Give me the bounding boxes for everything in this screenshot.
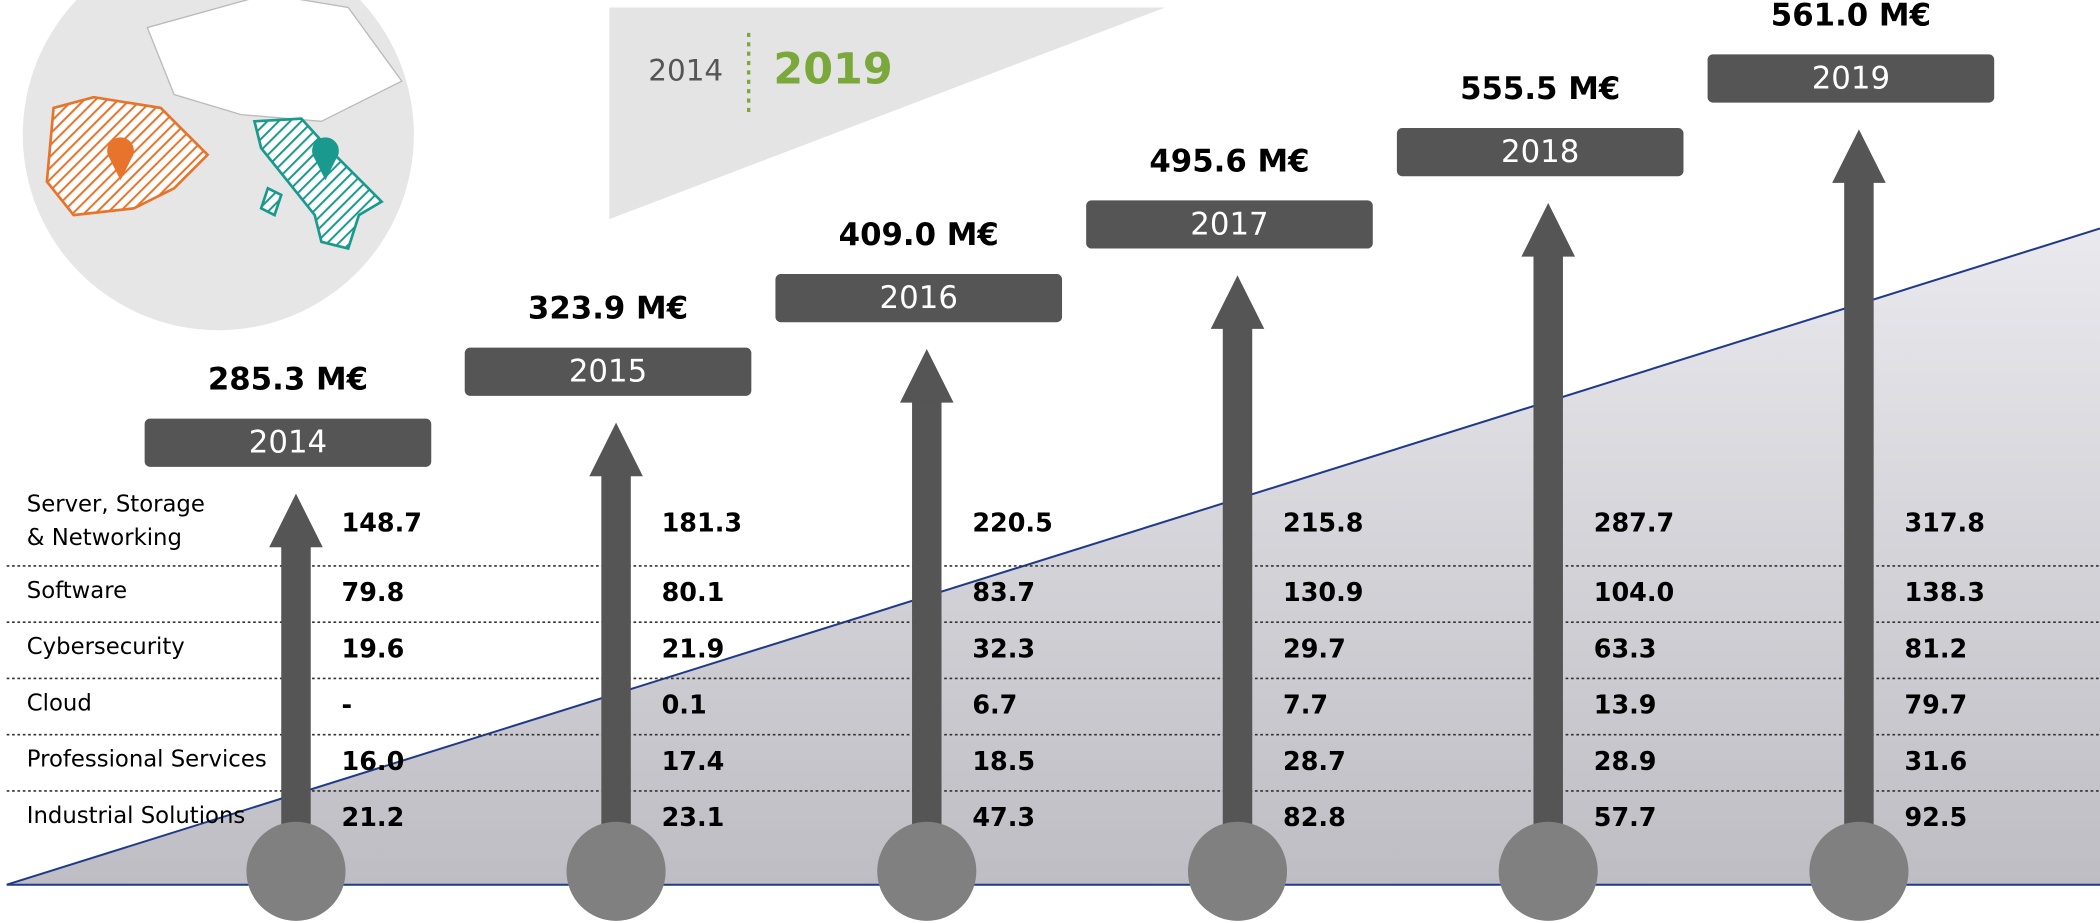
cell-value: 28.7	[1283, 746, 1346, 776]
cell-value: 317.8	[1904, 507, 1984, 537]
cell-value: 13.9	[1594, 690, 1657, 720]
year-box	[1086, 200, 1373, 249]
cell-value: 220.5	[972, 507, 1052, 537]
shaft	[912, 399, 942, 872]
cell-value: 0.1	[662, 690, 707, 720]
cell-value: 32.3	[972, 633, 1035, 663]
year-label: 2014	[249, 425, 327, 461]
row-label: Server, Storage	[27, 492, 205, 518]
total-label: 285.3 M€	[208, 362, 368, 398]
year-box	[464, 347, 752, 396]
cell-value: 28.9	[1594, 746, 1657, 776]
arrow-head	[589, 422, 643, 477]
arrow-head	[900, 349, 954, 403]
row-label: Cloud	[27, 690, 92, 716]
cell-value: 18.5	[972, 746, 1035, 776]
cell-value: 138.3	[1904, 577, 1984, 607]
cell-value: 57.7	[1594, 802, 1657, 832]
cell-value: 81.2	[1904, 633, 1967, 663]
cell-value: 181.3	[662, 507, 742, 537]
year-box	[1707, 54, 1995, 103]
cell-value: 148.7	[342, 507, 422, 537]
year-label: 2016	[880, 280, 958, 316]
cell-value: 19.6	[342, 633, 405, 663]
cell-value: 7.7	[1283, 690, 1328, 720]
cell-value: 287.7	[1594, 507, 1674, 537]
cell-value: 79.7	[1904, 690, 1967, 720]
map	[22, 0, 414, 331]
year-label: 2018	[1501, 134, 1579, 170]
row-label: & Networking	[27, 525, 182, 551]
arrow-base	[1187, 821, 1288, 921]
trend-line	[6, 227, 2100, 886]
arrow-base	[246, 821, 346, 921]
arrow-base	[1498, 821, 1598, 921]
shaft	[281, 544, 311, 872]
arrow-base	[1809, 821, 1909, 921]
arrow-base	[566, 821, 666, 921]
cell-value: 80.1	[662, 577, 725, 607]
cell-value: 23.1	[662, 802, 725, 832]
arrow-base	[877, 821, 977, 921]
row-label: Cybersecurity	[27, 634, 185, 660]
banner	[609, 7, 1166, 220]
cell-value: 79.8	[342, 577, 405, 607]
year-box	[775, 274, 1063, 323]
year-label: 2019	[1812, 60, 1890, 96]
total-label: 409.0 M€	[839, 217, 999, 253]
content: 2014 285.3 M€ 2015 323.9 M€ 2016 409.0 M€ 2017…	[6, 0, 2100, 921]
cell-value: 63.3	[1594, 633, 1657, 663]
year-label: 2015	[569, 354, 647, 390]
year-box	[1396, 128, 1684, 177]
total-label: 323.9 M€	[528, 291, 688, 327]
cell-value: 21.2	[342, 802, 405, 832]
cell-value: 215.8	[1283, 507, 1363, 537]
cell-value: 92.5	[1904, 802, 1967, 832]
arrow-head	[1210, 275, 1265, 329]
total-label: 495.6 M€	[1149, 143, 1309, 179]
row-label: Industrial Solutions	[27, 803, 245, 829]
shaft	[1844, 180, 1874, 872]
cell-value: 47.3	[972, 802, 1035, 832]
cell-value: 31.6	[1904, 746, 1967, 776]
shaft	[1533, 253, 1563, 872]
row-label: Professional Services	[27, 747, 267, 773]
row-label: Software	[27, 578, 127, 604]
badge-to: 2019	[773, 44, 892, 94]
shaft	[1222, 326, 1253, 872]
cell-value: 82.8	[1283, 802, 1346, 832]
cell-value: 83.7	[972, 577, 1035, 607]
total-label: 561.0 M€	[1771, 0, 1931, 33]
arrow-head	[269, 493, 323, 548]
cell-value: 17.4	[662, 746, 725, 776]
cell-value: 130.9	[1283, 577, 1363, 607]
cell-value: 29.7	[1283, 633, 1346, 663]
badge-from: 2014	[648, 53, 723, 87]
year-label: 2017	[1190, 206, 1268, 242]
cell-value: 21.9	[662, 633, 725, 663]
year-box	[144, 418, 432, 467]
arrow-head	[1521, 203, 1575, 257]
cell-value: 6.7	[972, 690, 1017, 720]
cell-value: 16.0	[342, 746, 405, 776]
cell-value: 104.0	[1594, 577, 1674, 607]
shaft	[601, 473, 631, 872]
total-label: 555.5 M€	[1460, 71, 1620, 107]
cell-value: -	[342, 690, 353, 720]
arrow-head	[1832, 129, 1886, 183]
